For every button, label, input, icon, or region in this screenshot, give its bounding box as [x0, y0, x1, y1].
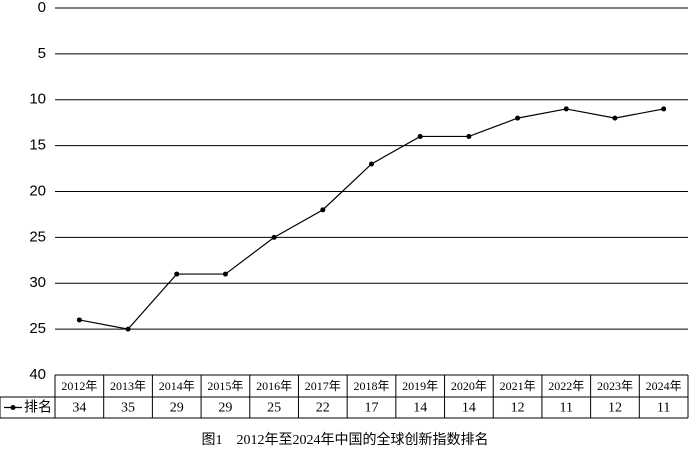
table-value: 11	[560, 401, 573, 416]
table-value: 12	[608, 401, 622, 416]
x-tick-label: 2012年	[61, 379, 97, 393]
x-tick-label: 2014年	[159, 379, 195, 393]
x-tick-label: 2018年	[353, 379, 389, 393]
chart-title: 图1 2012年至2024年中国的全球创新指数排名	[202, 431, 489, 448]
x-tick-label: 2023年	[597, 379, 633, 393]
y-tick-label: 15	[29, 137, 46, 154]
table-value: 29	[218, 401, 232, 416]
x-tick-label: 2022年	[548, 379, 584, 393]
x-tick-label: 2019年	[402, 379, 438, 393]
table-value: 25	[267, 401, 281, 416]
x-tick-label: 2016年	[256, 379, 292, 393]
table-value: 12	[511, 401, 525, 416]
table-value: 14	[413, 401, 427, 416]
point	[661, 106, 667, 112]
point	[222, 271, 228, 277]
y-tick-label: 25	[29, 228, 46, 245]
legend-marker	[10, 405, 16, 410]
point	[76, 317, 82, 323]
point	[563, 106, 569, 112]
x-tick-label: 2013年	[110, 379, 146, 393]
table-value: 17	[365, 401, 379, 416]
table-value: 22	[316, 401, 330, 416]
legend-label: 排名	[24, 400, 52, 416]
point	[466, 133, 472, 139]
y-tick-label: 20	[29, 182, 46, 199]
y-tick-label: 0	[38, 0, 46, 16]
y-tick-label: 40	[29, 366, 46, 383]
table-value: 11	[657, 401, 670, 416]
point	[320, 207, 326, 213]
point	[369, 161, 374, 167]
x-tick-label: 2015年	[207, 379, 243, 393]
y-tick-label: 10	[29, 91, 46, 108]
table-value: 14	[462, 401, 476, 416]
x-tick-label: 2021年	[500, 379, 536, 393]
y-tick-label: 30	[29, 274, 46, 291]
point	[125, 326, 131, 332]
table-value: 34	[72, 401, 86, 416]
point	[612, 115, 618, 121]
x-tick-label: 2020年	[451, 379, 487, 393]
point	[515, 115, 521, 121]
y-tick-label: 25	[29, 320, 46, 337]
line	[79, 108, 664, 330]
point	[174, 271, 180, 277]
point	[271, 234, 277, 240]
point	[417, 133, 423, 139]
table-value: 35	[121, 401, 135, 416]
x-tick-label: 2024年	[646, 379, 682, 393]
y-tick-label: 5	[38, 45, 46, 62]
table-value: 29	[170, 401, 184, 416]
x-tick-label: 2017年	[305, 379, 341, 393]
